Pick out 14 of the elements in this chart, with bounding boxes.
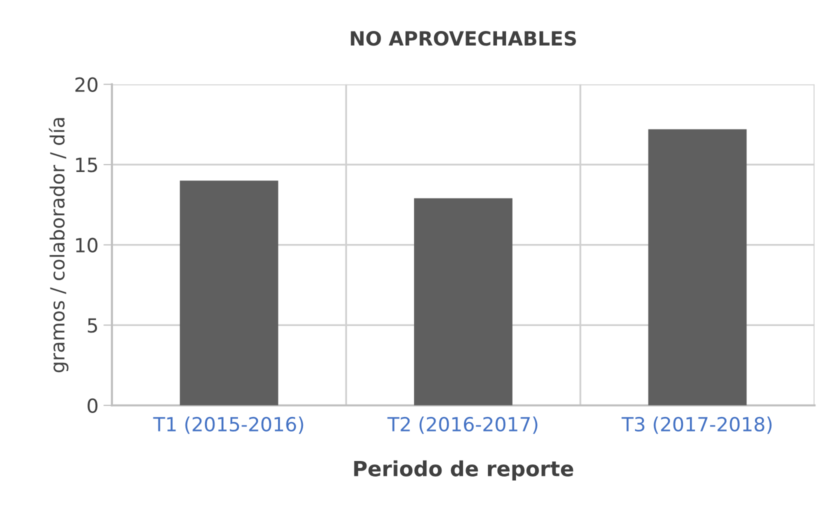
- x-tick-label: T3 (2017-2018): [622, 416, 772, 434]
- x-tick-label: T1 (2015-2016): [153, 416, 304, 434]
- y-tick-label: 15: [76, 158, 98, 172]
- bar: [648, 129, 747, 406]
- y-tick-label: 10: [76, 238, 98, 253]
- chart-title: NO APROVECHABLES: [350, 31, 576, 46]
- y-axis-title: gramos / colaborador / día: [48, 118, 68, 372]
- bar: [414, 198, 512, 406]
- y-tick-label: 0: [88, 398, 98, 414]
- x-axis-title: Periodo de reporte: [354, 460, 574, 480]
- x-tick-label: T2 (2016-2017): [387, 416, 538, 434]
- y-tick-label: 20: [75, 77, 98, 92]
- y-tick-label: 5: [88, 318, 98, 333]
- bar: [180, 180, 278, 406]
